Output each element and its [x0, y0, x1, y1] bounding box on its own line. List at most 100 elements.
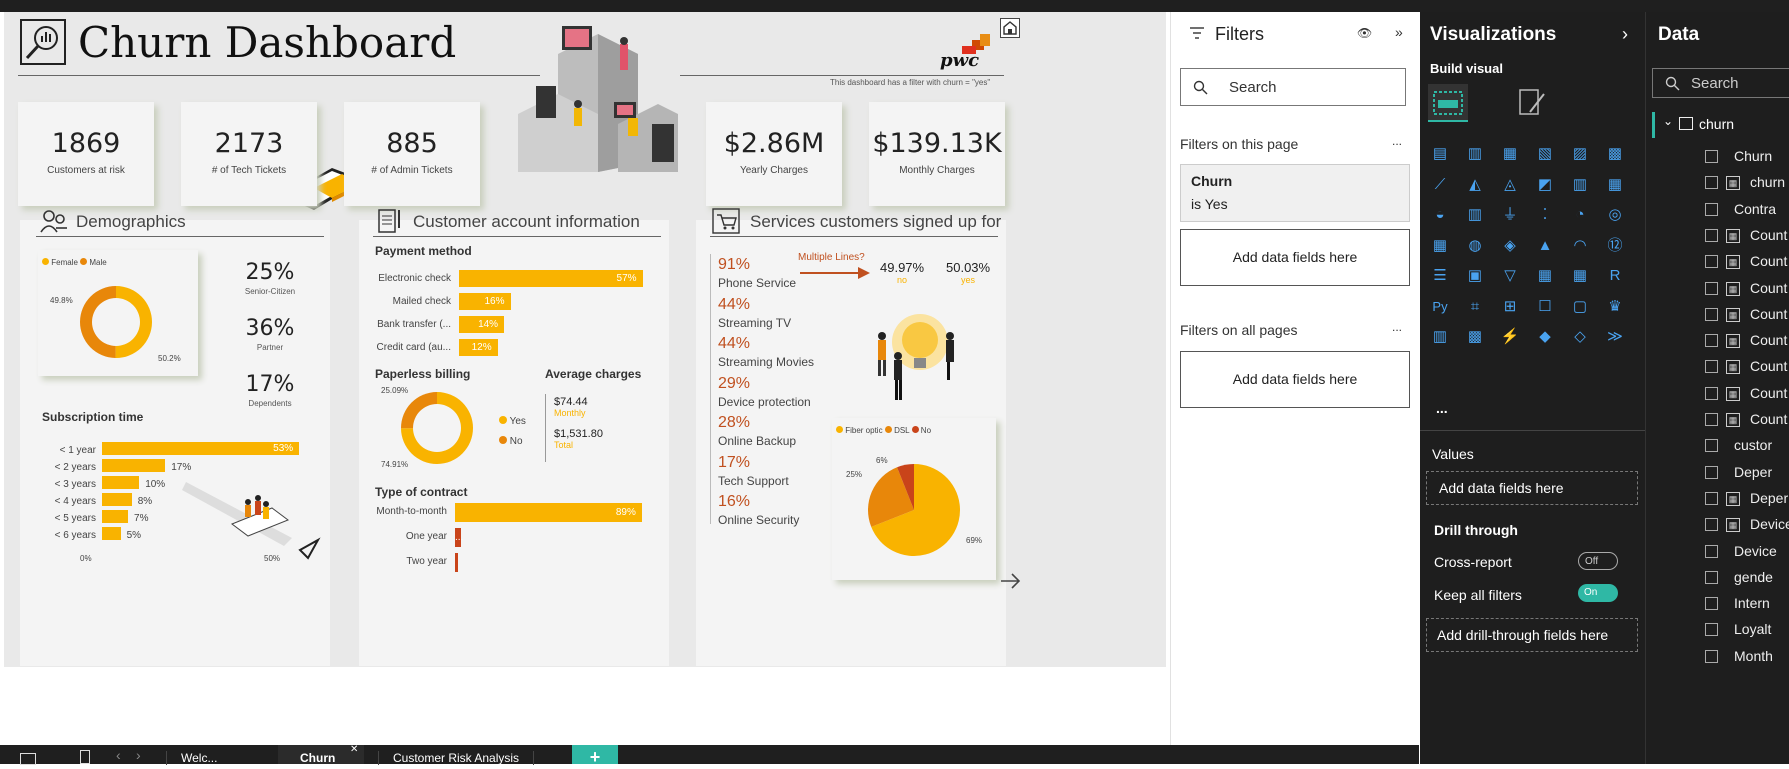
drill-through-drop-zone[interactable]: Add drill-through fields here: [1426, 618, 1638, 652]
visual-type-icon[interactable]: ⁚: [1542, 206, 1548, 223]
field-name[interactable]: Churn: [1734, 148, 1773, 164]
visual-type-icon[interactable]: ⊞: [1503, 297, 1517, 315]
subscription-chart[interactable]: < 1 year 53% < 2 years 17% < 3 years 10% < 4 y…: [20, 442, 330, 562]
visual-type-icon[interactable]: ◒: [1435, 206, 1445, 223]
field-name[interactable]: Device: [1734, 542, 1777, 559]
next-page-icon[interactable]: ›: [136, 747, 141, 763]
visual-type-icon[interactable]: ◬: [1504, 175, 1516, 193]
visual-type-icon[interactable]: ▧: [1537, 145, 1553, 162]
field-checkbox[interactable]: [1705, 491, 1718, 505]
visual-type-icon[interactable]: ▥: [1432, 328, 1448, 345]
field-name[interactable]: Contra: [1734, 200, 1777, 217]
visual-type-icon[interactable]: ▣: [1467, 267, 1483, 284]
field-checkbox[interactable]: [1705, 202, 1718, 216]
field-name[interactable]: Count: [1750, 305, 1788, 322]
field-checkbox[interactable]: [1705, 307, 1718, 321]
internet-pie-slice[interactable]: [897, 464, 914, 510]
field-checkbox[interactable]: [1705, 518, 1718, 532]
visual-type-icon[interactable]: ◇: [1574, 328, 1586, 345]
field-checkbox[interactable]: [1705, 386, 1718, 400]
field-name[interactable]: custor: [1734, 437, 1773, 454]
kpi-yearly-charges[interactable]: $2.86M Yearly Charges: [706, 102, 842, 206]
data-search-box[interactable]: Search: [1652, 68, 1789, 98]
home-icon[interactable]: [1000, 18, 1020, 38]
field-name[interactable]: Count: [1750, 358, 1788, 375]
bar[interactable]: 57%: [459, 270, 643, 287]
bar[interactable]: 89%: [455, 503, 642, 522]
field-name[interactable]: Deper: [1750, 489, 1789, 506]
bar[interactable]: [102, 476, 140, 489]
visual-type-icon[interactable]: ⏚: [1502, 206, 1518, 223]
field-checkbox[interactable]: [1705, 255, 1718, 269]
visual-type-icon[interactable]: ▦: [1572, 267, 1588, 284]
visual-type-icon[interactable]: ▦: [1607, 175, 1623, 193]
field-checkbox[interactable]: [1705, 281, 1718, 295]
visual-type-icon[interactable]: ⌗: [1470, 297, 1480, 315]
visual-type-icon[interactable]: ◆: [1539, 328, 1551, 345]
visual-type-icon[interactable]: ▥: [1467, 206, 1483, 223]
next-page-arrow-icon[interactable]: [1000, 572, 1022, 590]
visual-type-icon[interactable]: ▲: [1537, 236, 1553, 254]
internet-pie-slice[interactable]: [868, 467, 914, 527]
kpi-customers-at-risk[interactable]: 1869 Customers at risk: [18, 102, 154, 206]
internet-pie-slice[interactable]: [871, 464, 960, 556]
prev-page-icon[interactable]: ‹: [116, 747, 121, 763]
eye-icon[interactable]: 👁: [1357, 26, 1373, 40]
collapse-viz-icon[interactable]: ›: [1622, 24, 1628, 44]
field-name[interactable]: Intern: [1734, 595, 1770, 612]
field-name[interactable]: Count: [1750, 411, 1788, 427]
visual-type-icon[interactable]: ◩: [1537, 175, 1553, 193]
tab-churn[interactable]: Churn ✕: [278, 744, 364, 765]
field-checkbox[interactable]: [1705, 228, 1718, 242]
field-name[interactable]: gende: [1734, 568, 1773, 585]
bar[interactable]: [102, 527, 121, 540]
collapse-filters-icon[interactable]: »: [1395, 24, 1403, 40]
visual-type-icon[interactable]: ▢: [1572, 297, 1588, 315]
field-name[interactable]: Count: [1750, 226, 1788, 243]
values-drop-zone[interactable]: Add data fields here: [1426, 471, 1638, 505]
visual-type-icon[interactable]: R: [1609, 267, 1621, 284]
bar[interactable]: [455, 553, 458, 572]
visual-type-icon[interactable]: Py: [1432, 298, 1448, 314]
tab-welcome[interactable]: Welc...: [166, 751, 231, 765]
bar[interactable]: [102, 510, 129, 523]
field-name[interactable]: Count: [1750, 253, 1788, 270]
field-checkbox[interactable]: [1705, 649, 1718, 663]
field-checkbox[interactable]: [1705, 413, 1718, 426]
visual-type-icon[interactable]: ▥: [1467, 145, 1483, 162]
visual-type-icon[interactable]: ▦: [1537, 267, 1553, 284]
churn-filter-card[interactable]: Churn is Yes: [1180, 164, 1410, 222]
add-page-filter-button[interactable]: Add data fields here: [1180, 229, 1410, 286]
field-name[interactable]: Loyalt: [1734, 621, 1772, 638]
field-checkbox[interactable]: [1705, 176, 1718, 190]
tab-customer-risk[interactable]: Customer Risk Analysis: [378, 751, 535, 765]
field-name[interactable]: Deper: [1734, 463, 1773, 480]
field-checkbox[interactable]: [1705, 623, 1718, 637]
bar[interactable]: 16%: [459, 293, 511, 310]
visual-type-icon[interactable]: ⚡: [1500, 328, 1520, 345]
visual-type-icon[interactable]: ▨: [1572, 145, 1588, 162]
visual-type-icon[interactable]: ◭: [1469, 175, 1481, 193]
gender-donut-card[interactable]: Female Male 49.8% 50.2%: [38, 250, 198, 376]
visual-type-icon[interactable]: ◈: [1504, 236, 1516, 254]
keep-filters-toggle[interactable]: On: [1578, 584, 1618, 602]
visual-type-icon[interactable]: ♛: [1608, 297, 1622, 315]
visual-type-icon[interactable]: ▩: [1467, 328, 1483, 345]
close-tab-icon[interactable]: ✕: [350, 744, 359, 755]
more-visuals-button[interactable]: ...: [1436, 400, 1448, 416]
page-view-icon[interactable]: [20, 753, 36, 765]
bar[interactable]: 53%: [102, 442, 300, 455]
kpi-admin-tickets[interactable]: 885 # of Admin Tickets: [344, 102, 480, 206]
visual-type-icon[interactable]: ◔: [1575, 206, 1585, 223]
contract-chart[interactable]: Month-to-month 89% One year... Two year: [359, 503, 669, 583]
visual-type-icon[interactable]: ◠: [1573, 236, 1587, 254]
add-page-button[interactable]: +: [572, 745, 618, 767]
field-name[interactable]: Month: [1734, 647, 1773, 664]
visual-type-icon[interactable]: ⟋: [1434, 175, 1446, 193]
field-name[interactable]: Count: [1750, 384, 1788, 401]
bar[interactable]: [102, 459, 166, 472]
visual-type-icon[interactable]: ▤: [1432, 145, 1448, 162]
field-checkbox[interactable]: [1705, 570, 1718, 584]
visual-type-icon[interactable]: ⑫: [1607, 236, 1623, 254]
bar[interactable]: 14%: [459, 316, 505, 333]
